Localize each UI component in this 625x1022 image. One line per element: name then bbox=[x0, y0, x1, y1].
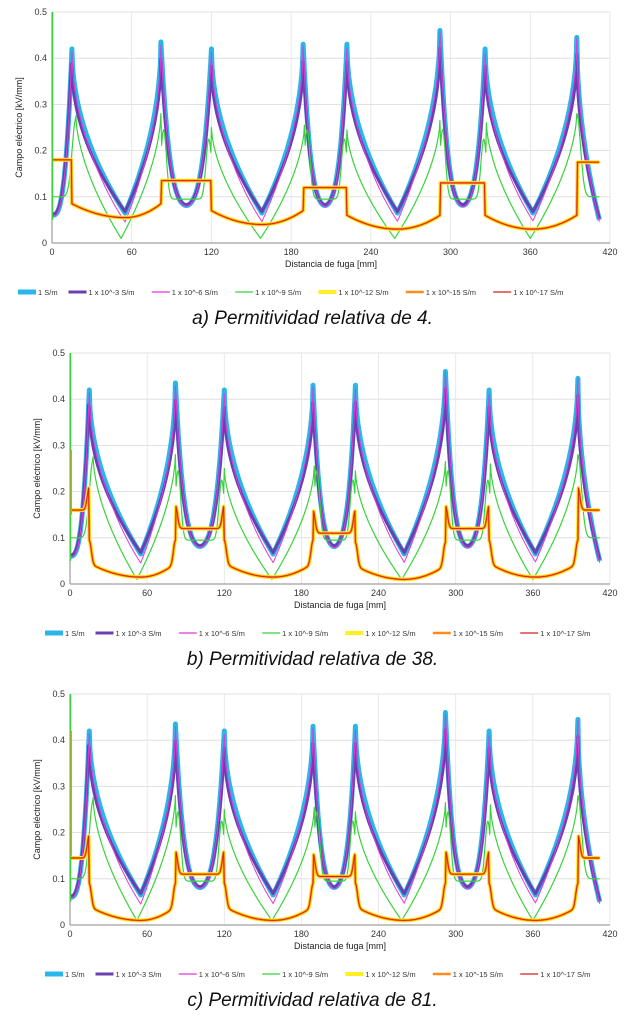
x-tick-label: 180 bbox=[284, 247, 299, 257]
chart-panel-b: 0 0.1 0.2 0.3 0.4 0.5 0 60 120 180 240 300 360 420 Dis… bbox=[0, 341, 625, 679]
legend-label-1: 1 S/m bbox=[38, 288, 58, 297]
x-tick-label: 240 bbox=[363, 247, 378, 257]
x-tick-label: 360 bbox=[525, 929, 540, 939]
legend-label-3: 1 x 10^-6 S/m bbox=[199, 629, 245, 638]
caption-a: a) Permitividad relativa de 4. bbox=[192, 308, 433, 329]
legend-label-3: 1 x 10^-6 S/m bbox=[172, 288, 218, 297]
legend-label-7: 1 x 10^-17 S/m bbox=[513, 288, 563, 297]
x-tick-label: 60 bbox=[142, 929, 152, 939]
y-tick-label: 0 bbox=[60, 579, 65, 589]
y-tick-label: 0.1 bbox=[52, 874, 65, 884]
x-tick-label: 360 bbox=[523, 247, 538, 257]
legend-label-1: 1 S/m bbox=[65, 970, 85, 979]
x-tick-label: 420 bbox=[602, 588, 617, 598]
series-line-7 bbox=[70, 835, 600, 921]
series-line-7 bbox=[70, 487, 600, 580]
y-axis-title: Campo eléctrico [kV/mm] bbox=[32, 759, 42, 860]
x-tick-label: 300 bbox=[448, 588, 463, 598]
series-line-7 bbox=[52, 159, 600, 230]
x-tick-label: 420 bbox=[602, 929, 617, 939]
y-tick-label: 0.3 bbox=[52, 781, 65, 791]
x-tick-label: 300 bbox=[443, 247, 458, 257]
x-tick-label: 60 bbox=[142, 588, 152, 598]
legend-label-6: 1 x 10^-15 S/m bbox=[453, 629, 503, 638]
x-axis-title: Distancia de fuga [mm] bbox=[285, 259, 377, 269]
x-tick-label: 360 bbox=[525, 588, 540, 598]
series-line-2 bbox=[51, 46, 601, 219]
legend-label-6: 1 x 10^-15 S/m bbox=[453, 970, 503, 979]
y-tick-label: 0.3 bbox=[34, 99, 47, 109]
x-tick-label: 120 bbox=[217, 588, 232, 598]
legend-label-4: 1 x 10^-9 S/m bbox=[255, 288, 301, 297]
x-tick-label: 420 bbox=[602, 247, 617, 257]
x-tick-label: 240 bbox=[371, 588, 386, 598]
y-tick-label: 0.2 bbox=[52, 487, 65, 497]
x-tick-label: 300 bbox=[448, 929, 463, 939]
x-tick-label: 180 bbox=[294, 588, 309, 598]
caption-c: c) Permitividad relativa de 81. bbox=[187, 990, 438, 1011]
legend-label-5: 1 x 10^-12 S/m bbox=[365, 970, 415, 979]
y-tick-label: 0 bbox=[42, 238, 47, 248]
x-tick-label: 120 bbox=[217, 929, 232, 939]
legend-label-7: 1 x 10^-17 S/m bbox=[540, 970, 590, 979]
legend-label-2: 1 x 10^-3 S/m bbox=[116, 629, 162, 638]
y-tick-label: 0.5 bbox=[52, 348, 65, 358]
legend-label-4: 1 x 10^-9 S/m bbox=[282, 629, 328, 638]
legend-label-2: 1 x 10^-3 S/m bbox=[116, 970, 162, 979]
y-tick-label: 0.5 bbox=[34, 7, 47, 17]
y-axis-title: Campo eléctrico [kV/mm] bbox=[32, 418, 42, 519]
series-line-4 bbox=[52, 113, 600, 239]
x-tick-label: 240 bbox=[371, 929, 386, 939]
y-tick-label: 0.3 bbox=[52, 440, 65, 450]
y-tick-label: 0.2 bbox=[52, 828, 65, 838]
series-line-4 bbox=[70, 795, 600, 921]
y-tick-label: 0 bbox=[60, 920, 65, 930]
x-tick-label: 180 bbox=[294, 929, 309, 939]
y-tick-label: 0.4 bbox=[52, 735, 65, 745]
legend-label-5: 1 x 10^-12 S/m bbox=[338, 288, 388, 297]
x-axis-title: Distancia de fuga [mm] bbox=[294, 941, 386, 951]
chart-a: 0 0.1 0.2 0.3 0.4 0.5 0 60 120 180 240 300 360 420 Dis… bbox=[14, 7, 618, 297]
series-line-2 bbox=[69, 387, 602, 560]
y-axis-title: Campo eléctrico [kV/mm] bbox=[14, 77, 24, 178]
series-line-3 bbox=[70, 713, 601, 905]
series-line-3 bbox=[70, 372, 601, 564]
x-tick-label: 0 bbox=[67, 588, 72, 598]
legend-label-1: 1 S/m bbox=[65, 629, 85, 638]
legend-label-5: 1 x 10^-12 S/m bbox=[365, 629, 415, 638]
series-line-4 bbox=[70, 454, 600, 580]
chart-panel-c: 0 0.1 0.2 0.3 0.4 0.5 0 60 120 180 240 300 360 420 Dis… bbox=[0, 682, 625, 1020]
x-tick-label: 0 bbox=[67, 929, 72, 939]
caption-b: b) Permitividad relativa de 38. bbox=[186, 649, 439, 670]
x-axis-title: Distancia de fuga [mm] bbox=[294, 600, 386, 610]
series-line-2 bbox=[69, 728, 602, 901]
chart-panel-a: 0 0.1 0.2 0.3 0.4 0.5 0 60 120 180 240 300 360 420 Dis… bbox=[0, 0, 625, 338]
series-line-3 bbox=[52, 31, 600, 223]
y-tick-label: 0.4 bbox=[52, 394, 65, 404]
legend-label-7: 1 x 10^-17 S/m bbox=[540, 629, 590, 638]
y-tick-label: 0.1 bbox=[52, 533, 65, 543]
legend-label-2: 1 x 10^-3 S/m bbox=[89, 288, 135, 297]
legend-label-6: 1 x 10^-15 S/m bbox=[426, 288, 476, 297]
y-tick-label: 0.2 bbox=[34, 146, 47, 156]
y-tick-label: 0.4 bbox=[34, 53, 47, 63]
legend-label-4: 1 x 10^-9 S/m bbox=[282, 970, 328, 979]
y-tick-label: 0.5 bbox=[52, 689, 65, 699]
legend-label-3: 1 x 10^-6 S/m bbox=[199, 970, 245, 979]
x-tick-label: 0 bbox=[49, 247, 54, 257]
chart-c: 0 0.1 0.2 0.3 0.4 0.5 0 60 120 180 240 300 360 420 Dis… bbox=[32, 689, 618, 979]
x-tick-label: 60 bbox=[127, 247, 137, 257]
chart-b: 0 0.1 0.2 0.3 0.4 0.5 0 60 120 180 240 300 360 420 Dis… bbox=[32, 348, 618, 638]
y-tick-label: 0.1 bbox=[34, 192, 47, 202]
x-tick-label: 120 bbox=[204, 247, 219, 257]
